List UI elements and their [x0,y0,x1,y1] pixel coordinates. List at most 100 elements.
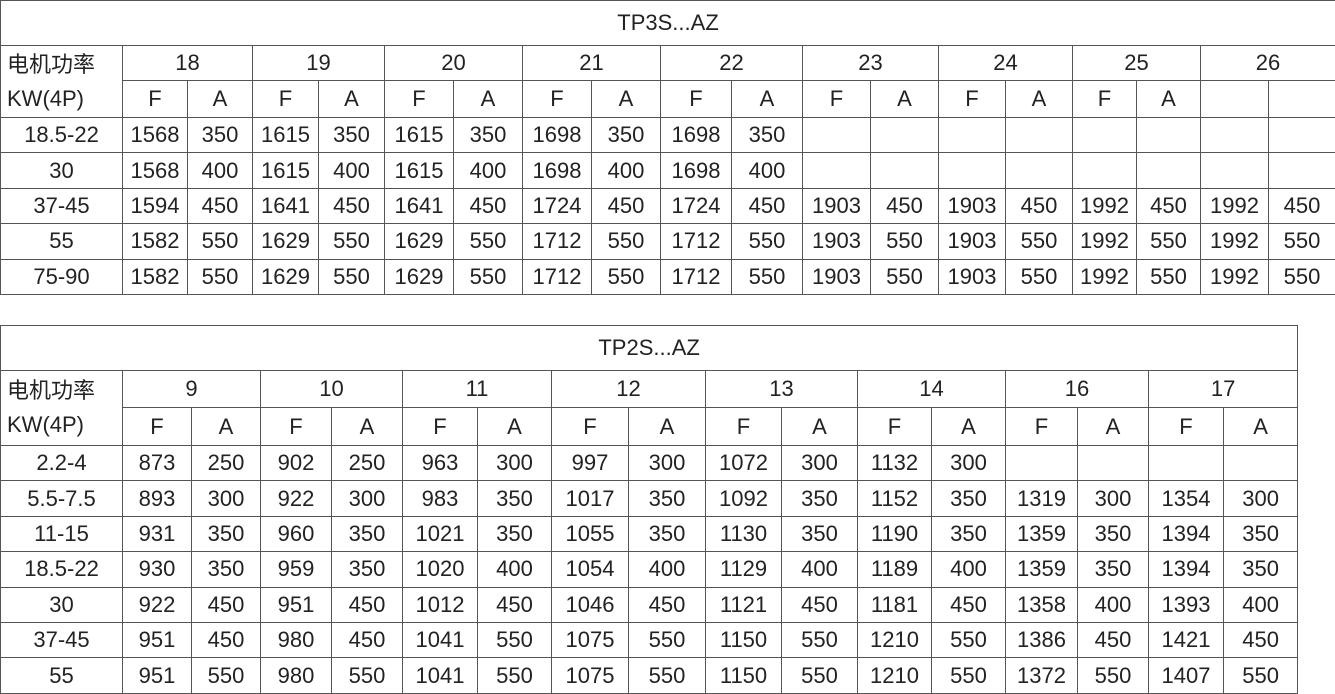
cell: 350 [332,552,403,587]
sub-header: F [858,408,932,446]
sub-header: F [123,408,192,446]
cell: 1359 [1006,552,1078,587]
cell: 1394 [1149,552,1224,587]
cell: 1012 [403,587,478,622]
cell: 951 [123,622,192,657]
cell: 1992 [1201,188,1269,223]
cell: 1020 [403,552,478,587]
cell: 902 [261,446,332,481]
cell: 1130 [706,516,782,551]
cell [1224,446,1298,481]
sub-header: F [939,81,1006,118]
cell: 550 [332,658,403,693]
cell: 1629 [253,259,319,294]
cell: 450 [188,188,253,223]
cell: 550 [732,224,803,259]
cell [1137,153,1201,188]
row-label: 18.5-22 [1,552,123,587]
sub-header: A [1224,408,1298,446]
cell: 550 [192,658,261,693]
cell: 1132 [858,446,932,481]
row-label: 55 [1,658,123,693]
header-label-line: 电机功率 [7,48,122,82]
cell: 1629 [385,259,454,294]
group-header: 26 [1201,46,1335,81]
cell: 997 [552,446,629,481]
cell: 250 [332,446,403,481]
group-header: 25 [1073,46,1201,81]
cell: 1152 [858,481,932,516]
sub-header: F [1073,81,1137,118]
cell: 1992 [1073,188,1137,223]
cell: 1903 [803,224,871,259]
title-row: TP2S...AZ [1,326,1298,371]
cell: 400 [319,153,385,188]
cell: 951 [123,658,192,693]
cell: 550 [478,658,552,693]
cell: 893 [123,481,192,516]
cell: 1724 [661,188,732,223]
cell: 550 [782,658,858,693]
group-header: 16 [1006,371,1149,408]
cell: 1358 [1006,587,1078,622]
sub-header: A [478,408,552,446]
cell: 1698 [523,118,592,153]
cell: 550 [188,259,253,294]
cell [1073,118,1137,153]
cell: 1319 [1006,481,1078,516]
cell: 550 [592,224,661,259]
cell [1269,118,1335,153]
sub-header: A [1006,81,1073,118]
cell: 350 [478,516,552,551]
cell: 1992 [1073,224,1137,259]
cell: 550 [871,259,939,294]
cell: 922 [123,587,192,622]
sub-header: F [385,81,454,118]
cell: 300 [782,446,858,481]
cell: 963 [403,446,478,481]
cell [1149,446,1224,481]
sub-header: A [932,408,1006,446]
sub-header [1269,81,1335,118]
cell: 450 [932,587,1006,622]
cell: 350 [629,516,706,551]
cell: 1724 [523,188,592,223]
cell: 1075 [552,658,629,693]
row-label: 37-45 [1,188,123,223]
cell: 300 [932,446,1006,481]
cell: 300 [478,446,552,481]
cell: 550 [454,259,523,294]
cell: 550 [629,658,706,693]
group-header: 23 [803,46,939,81]
cell: 1615 [253,118,319,153]
cell: 450 [732,188,803,223]
cell: 300 [332,481,403,516]
cell: 550 [932,658,1006,693]
cell: 550 [782,622,858,657]
cell: 1150 [706,658,782,693]
cell: 350 [1224,552,1298,587]
row-label: 30 [1,153,123,188]
row-label: 75-90 [1,259,123,294]
cell: 400 [1224,587,1298,622]
sub-header: F [1149,408,1224,446]
cell: 300 [629,446,706,481]
cell: 1903 [939,259,1006,294]
cell: 922 [261,481,332,516]
cell: 350 [319,118,385,153]
sub-header: F [552,408,629,446]
cell: 550 [319,259,385,294]
row-label: 37-45 [1,622,123,657]
row-label: 11-15 [1,516,123,551]
cell: 450 [871,188,939,223]
cell: 350 [782,481,858,516]
cell: 1386 [1006,622,1078,657]
cell [1201,153,1269,188]
